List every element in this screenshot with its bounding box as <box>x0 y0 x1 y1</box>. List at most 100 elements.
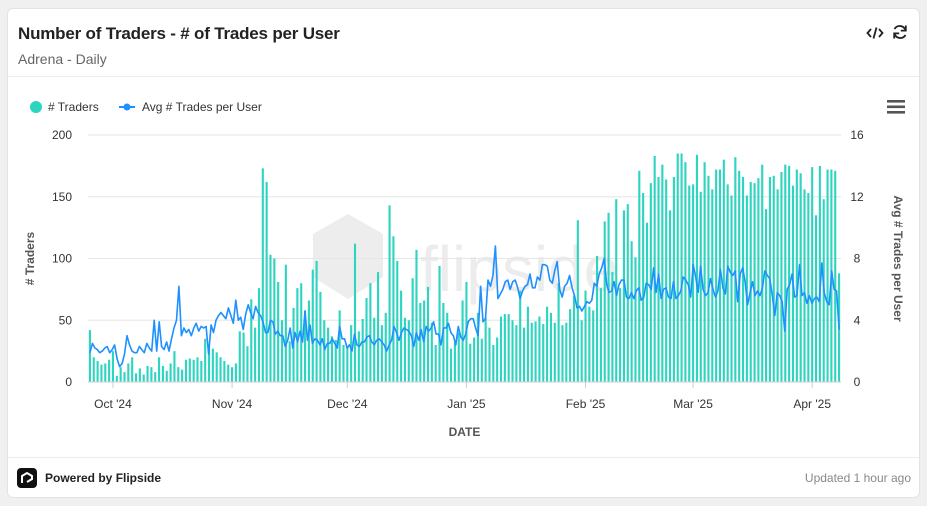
line-series <box>89 245 840 368</box>
refresh-icon[interactable] <box>891 23 909 41</box>
bar <box>319 291 322 382</box>
axes: 0 50 100 150 200 0 4 8 12 16 Oct '24 Nov '24 Dec '24… <box>23 128 905 439</box>
bar <box>638 170 641 382</box>
y-left-tick-label: 0 <box>65 375 72 389</box>
bar <box>257 288 261 382</box>
bar <box>599 288 602 382</box>
bar <box>469 343 472 382</box>
bar <box>726 184 729 382</box>
bar <box>380 325 383 382</box>
bar <box>131 357 134 382</box>
bar <box>115 375 118 382</box>
footer-divider <box>8 457 919 458</box>
bar <box>288 341 291 382</box>
bar <box>538 316 541 382</box>
bar <box>511 320 514 382</box>
hamburger-menu-icon[interactable] <box>887 100 905 114</box>
bar <box>177 367 180 382</box>
avg-trades-line <box>89 245 840 368</box>
bar <box>196 357 199 382</box>
bar <box>96 361 99 382</box>
bar <box>369 283 372 382</box>
bar <box>173 351 176 382</box>
bar <box>530 322 533 382</box>
bar <box>699 191 702 382</box>
bar <box>592 310 595 382</box>
bar <box>788 165 791 382</box>
bar <box>108 359 111 382</box>
bar <box>438 265 441 382</box>
bar <box>184 359 188 382</box>
bar <box>165 370 168 382</box>
updated-timestamp: Updated 1 hour ago <box>804 471 911 485</box>
bar <box>307 300 310 382</box>
bar <box>595 256 599 382</box>
bar <box>169 363 172 382</box>
bar <box>546 306 549 382</box>
bar <box>188 358 191 382</box>
y-left-tick-label: 200 <box>52 128 72 142</box>
bar <box>572 295 576 382</box>
bar <box>476 312 480 382</box>
bar <box>634 257 637 382</box>
bar <box>649 183 652 382</box>
bar <box>342 344 345 382</box>
bar <box>396 260 399 382</box>
bar <box>622 210 625 382</box>
bar <box>661 164 664 382</box>
bar <box>254 327 257 382</box>
bar <box>765 209 768 382</box>
bar <box>158 357 161 382</box>
bar <box>88 330 91 382</box>
code-icon[interactable] <box>866 24 884 42</box>
bar <box>234 363 237 382</box>
bar <box>330 336 334 382</box>
bar <box>745 195 748 382</box>
bar <box>119 367 122 382</box>
bar <box>584 290 587 382</box>
bar <box>461 300 464 382</box>
bar <box>92 357 95 382</box>
bar <box>688 185 691 382</box>
bar <box>565 322 568 382</box>
bar <box>480 338 483 382</box>
bar <box>265 181 268 382</box>
bar <box>576 220 579 382</box>
chart-subtitle: Adrena - Daily <box>18 51 107 67</box>
legend-avg-label: Avg # Trades per User <box>142 100 262 114</box>
bar <box>403 317 407 382</box>
flipside-logo-icon <box>17 468 37 488</box>
bar <box>749 181 752 382</box>
bar <box>269 254 272 382</box>
bar <box>181 369 184 382</box>
bar <box>807 193 810 382</box>
bar <box>741 176 745 382</box>
bar <box>365 298 368 382</box>
bar <box>457 332 460 382</box>
y-right-tick-label: 4 <box>854 313 861 327</box>
bar <box>630 241 633 382</box>
bar <box>250 299 253 382</box>
bar <box>553 322 556 382</box>
bar <box>549 312 552 382</box>
bar <box>515 325 518 382</box>
bar <box>388 205 391 382</box>
bar <box>449 348 453 382</box>
bar <box>142 374 145 382</box>
x-tick-label: Dec '24 <box>327 397 368 411</box>
bar <box>296 288 299 382</box>
bar <box>826 169 829 382</box>
bar <box>280 320 284 382</box>
bar <box>526 306 529 382</box>
bar <box>407 320 410 382</box>
bar <box>311 269 314 382</box>
bar <box>273 258 276 382</box>
powered-by-text[interactable]: Powered by Flipside <box>45 471 162 485</box>
bar <box>692 184 695 382</box>
bar <box>373 317 376 382</box>
bar <box>327 327 330 382</box>
bar <box>231 367 234 382</box>
bar <box>772 175 775 382</box>
bar <box>761 164 764 382</box>
bar <box>672 176 675 382</box>
